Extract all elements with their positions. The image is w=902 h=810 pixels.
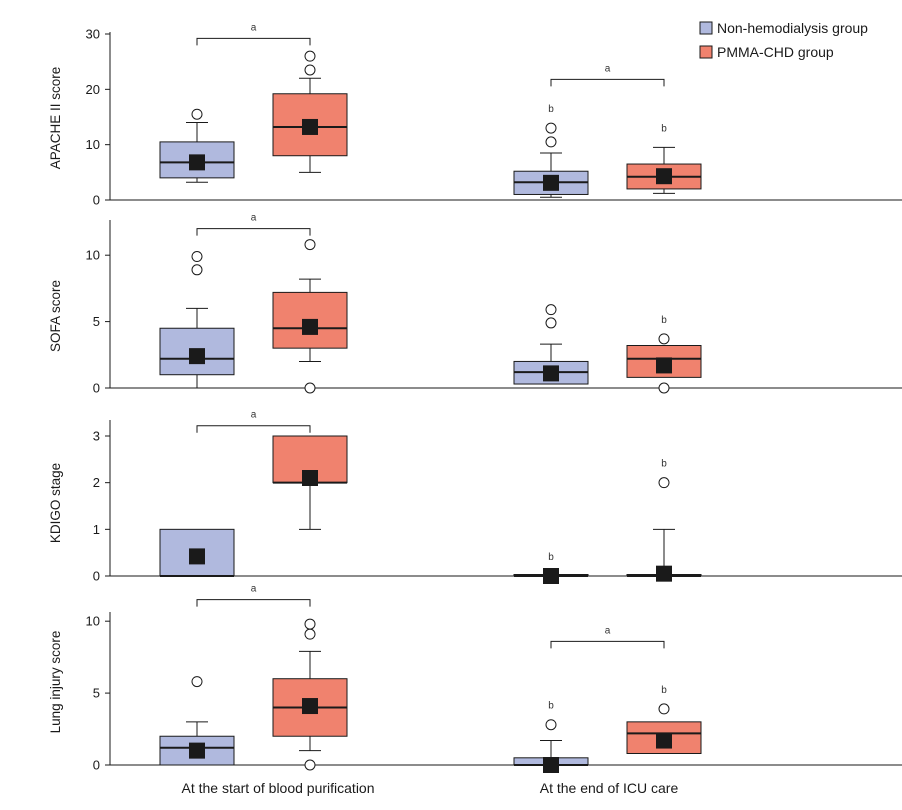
y-axis-title: SOFA score (48, 280, 63, 352)
mean-marker (189, 348, 205, 364)
significance-label: b (548, 701, 554, 712)
y-axis-title: APACHE II score (48, 67, 63, 170)
outlier-point (305, 629, 315, 639)
mean-marker (189, 743, 205, 759)
outlier-point (659, 704, 669, 714)
outlier-point (305, 65, 315, 75)
mean-marker (302, 698, 318, 714)
significance-label: b (661, 123, 667, 134)
figure-background (0, 0, 902, 810)
y-tick-label: 5 (93, 686, 100, 701)
category-label-end: At the end of ICU care (540, 780, 679, 796)
mean-marker (302, 470, 318, 486)
outlier-point (546, 720, 556, 730)
significance-label: b (548, 104, 554, 115)
bracket-label: a (251, 22, 257, 33)
y-tick-label: 0 (93, 381, 100, 396)
outlier-point (305, 240, 315, 250)
mean-marker (543, 568, 559, 584)
y-tick-label: 5 (93, 314, 100, 329)
mean-marker (543, 365, 559, 381)
mean-marker (656, 566, 672, 582)
outlier-point (546, 305, 556, 315)
outlier-point (305, 760, 315, 770)
bracket-label: a (251, 213, 257, 224)
y-tick-label: 30 (86, 27, 100, 42)
significance-label: b (661, 685, 667, 696)
outlier-point (659, 334, 669, 344)
legend-label-pmma-chd: PMMA-CHD group (717, 44, 834, 60)
mean-marker (543, 175, 559, 191)
mean-marker (189, 154, 205, 170)
box-group (160, 529, 234, 576)
outlier-point (192, 265, 202, 275)
mean-marker (656, 357, 672, 373)
box-plot-figure: 0102030APACHE II score bbaa0510SOFA score… (0, 0, 902, 810)
outlier-point (546, 137, 556, 147)
outlier-point (192, 109, 202, 119)
y-tick-label: 3 (93, 429, 100, 444)
outlier-point (546, 123, 556, 133)
bracket-label: a (605, 63, 611, 74)
y-tick-label: 10 (86, 248, 100, 263)
y-tick-label: 0 (93, 569, 100, 584)
y-tick-label: 10 (86, 137, 100, 152)
y-tick-label: 20 (86, 82, 100, 97)
significance-label: b (548, 552, 554, 563)
category-label-start: At the start of blood purification (182, 780, 375, 796)
bracket-label: a (251, 584, 257, 595)
mean-marker (302, 119, 318, 135)
mean-marker (543, 757, 559, 773)
outlier-point (192, 677, 202, 687)
outlier-point (659, 478, 669, 488)
significance-label: b (661, 315, 667, 326)
mean-marker (656, 733, 672, 749)
bracket-label: a (605, 625, 611, 636)
outlier-point (659, 383, 669, 393)
y-tick-label: 0 (93, 758, 100, 773)
outlier-point (305, 51, 315, 61)
y-tick-label: 2 (93, 475, 100, 490)
legend-swatch-non-hemodialysis (700, 22, 712, 34)
outlier-point (305, 619, 315, 629)
y-axis-title: KDIGO stage (48, 463, 63, 543)
significance-label: b (661, 459, 667, 470)
legend-swatch-pmma-chd (700, 46, 712, 58)
y-tick-label: 10 (86, 614, 100, 629)
mean-marker (189, 548, 205, 564)
outlier-point (305, 383, 315, 393)
mean-marker (656, 168, 672, 184)
legend-label-non-hemodialysis: Non-hemodialysis group (717, 20, 868, 36)
outlier-point (192, 252, 202, 262)
y-tick-label: 1 (93, 522, 100, 537)
y-axis-title: Lung injury score (48, 631, 63, 734)
outlier-point (546, 318, 556, 328)
y-tick-label: 0 (93, 193, 100, 208)
mean-marker (302, 319, 318, 335)
bracket-label: a (251, 410, 257, 421)
